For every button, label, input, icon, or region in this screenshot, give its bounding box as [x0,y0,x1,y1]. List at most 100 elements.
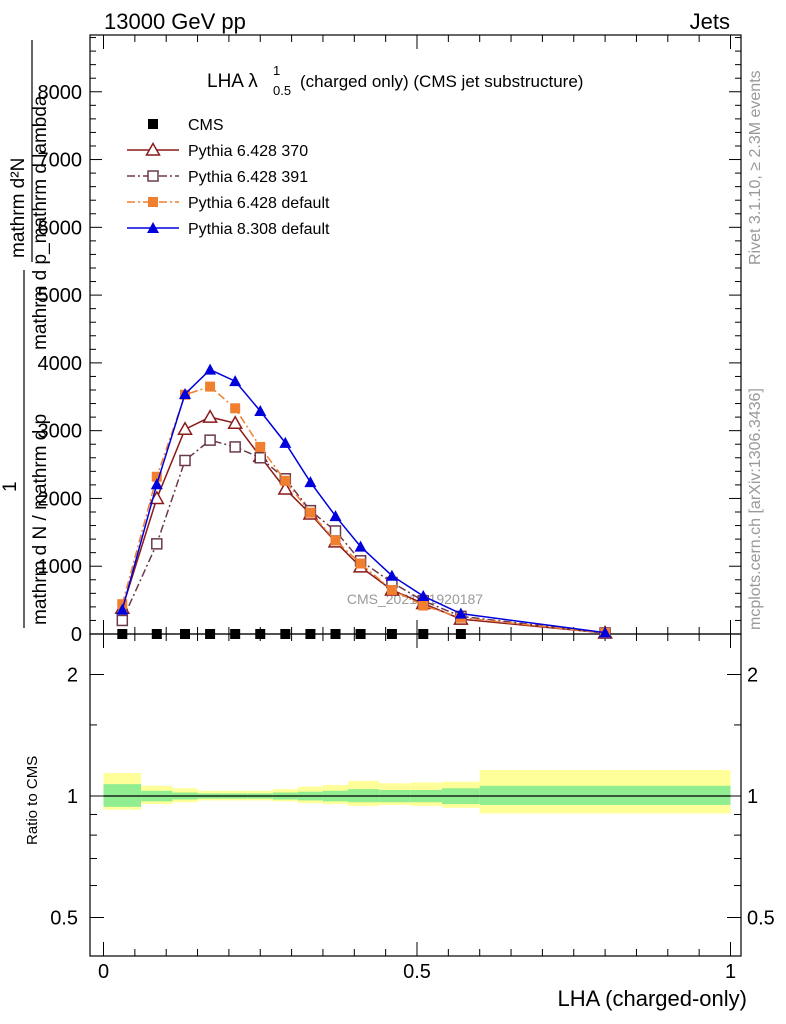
y-tick-label: 6000 [38,217,83,239]
legend-marker [147,170,159,182]
title-sub: 0.5 [273,83,291,98]
rivet-version-label: Rivet 3.1.10, ≥ 2.3M events [747,70,764,265]
series-point [277,480,294,495]
x-tick-label: 0.5 [403,961,431,983]
x-tick-label: 0 [98,961,109,983]
series-line [121,368,606,634]
ratio-tick-label: 2 [67,665,78,687]
series-point [229,375,242,387]
series-point [150,478,163,490]
series-point [354,540,367,552]
plot-title: LHA λ 1 0.5 (charged only) (CMS jet subs… [207,63,583,98]
legend-label: Pythia 8.308 default [188,221,330,238]
series-point [279,436,292,448]
y-tick-label: 1000 [38,556,83,578]
series-point [227,415,243,429]
ylabel-den: mathrm d N / mathrm d p [30,414,51,625]
y-tick-label: 8000 [38,82,83,104]
series-point [255,441,266,452]
ylabel-den2: mathrm d p_mathrm d lambda [30,95,51,350]
y-tick-label: 4000 [38,353,83,375]
ratio-tick-label: 0.5 [50,908,78,930]
series-point [179,454,191,467]
series-point [202,409,218,423]
series-4 [116,363,612,638]
ratio-ylabel: Ratio to CMS [24,756,41,845]
xlabel: LHA (charged-only) [557,986,747,1011]
series-2 [116,434,611,639]
series-point [417,590,430,602]
legend-label: Pythia 6.428 370 [188,143,308,160]
ratio-bands [103,769,731,814]
series-point [305,507,316,518]
x-tick-label: 1 [725,961,736,983]
y-tick-label: 2000 [38,488,83,510]
series-layer [114,363,613,639]
series-point [117,629,128,639]
series-point [304,476,317,488]
series-point [255,629,266,639]
legend-marker [148,119,158,129]
legend-label: Pythia 6.428 default [188,195,330,212]
watermark: CMS_2021_I1920187 [347,591,483,607]
ylabel-one: 1 [0,481,21,492]
series-point [386,584,397,595]
series-point [180,629,191,639]
legend-label: Pythia 6.428 391 [188,169,308,186]
series-0 [117,629,466,639]
series-point [116,603,129,615]
y-tick-label: 7000 [38,150,83,172]
series-point [329,525,342,537]
series-point [305,629,316,639]
series-point [454,607,467,619]
title-prefix: LHA λ [207,71,258,92]
series-point [151,471,162,482]
series-point [330,629,341,639]
ylabel-top-a: mathrm d²N [8,158,29,258]
series-point [418,629,429,639]
series-point [280,475,291,486]
y-tick-label: 5000 [38,285,83,307]
series-point [230,629,241,639]
series-point [151,538,163,550]
legend-marker [148,197,158,207]
series-point [386,629,397,639]
title-sup: 1 [273,63,280,78]
series-point [151,629,162,639]
series-point [205,629,216,639]
y-tick-label: 0 [71,624,82,646]
series-point [418,600,429,611]
series-point [254,452,266,464]
series-point [204,434,216,446]
series-point [355,558,366,569]
legend: CMS Pythia 6.428 370 Pythia 6.428 391 Pythi… [127,117,330,238]
ratio-tick-label-right: 2 [747,665,758,687]
series-line [121,385,606,634]
series-point [280,629,291,639]
series-point [229,441,241,453]
series-point [355,629,366,639]
series-point [204,363,217,375]
main-axis: 0 1000 2000 3000 4000 5000 6000 7000 8000 0 0.5 1 [38,35,741,983]
ratio-stat-band [479,785,731,805]
series-point [599,626,612,638]
mcplots-label: mcplots.cern.ch [arXiv:1306.3436] [747,388,764,630]
series-point [179,388,192,400]
series-point [330,535,341,546]
series-point [254,405,267,417]
ratio-tick-label-right: 0.5 [747,908,775,930]
title-suffix: (charged only) (CMS jet substructure) [300,72,583,91]
legend-marker [145,141,161,156]
ratio-frame [89,633,742,957]
series-point [116,614,129,627]
legend-marker [147,222,159,233]
ratio-tick-label-right: 1 [747,786,758,808]
series-point [205,381,216,392]
y-tick-label: 3000 [38,421,83,443]
legend-label: CMS [188,117,224,134]
series-point [230,403,241,414]
header-left: 13000 GeV pp [104,9,246,34]
series-point [329,510,342,522]
series-point [455,629,466,639]
header-right: Jets [690,9,730,34]
